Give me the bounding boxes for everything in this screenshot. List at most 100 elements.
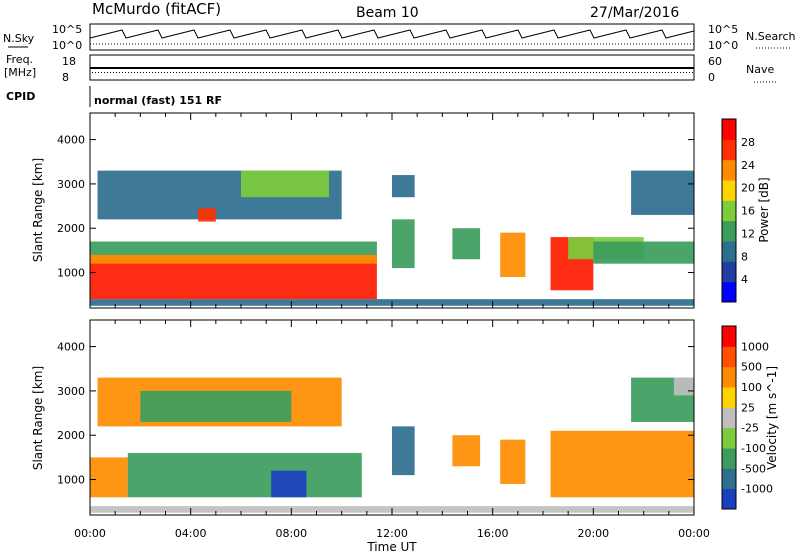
colorbar-tick-label: 12 — [741, 227, 755, 240]
nave-dot — [428, 72, 429, 73]
nave-dot — [656, 72, 657, 73]
nave-dot — [251, 72, 252, 73]
nave-dot — [365, 72, 366, 73]
nave-dot — [494, 72, 495, 73]
echo-region — [593, 241, 694, 264]
nave-dot — [347, 72, 348, 73]
colorbar-tick-label: 20 — [741, 182, 755, 195]
nave-dot — [170, 72, 171, 73]
nave-dot — [629, 72, 630, 73]
nave-dot — [293, 72, 294, 73]
nave-dot — [572, 72, 573, 73]
nave-label: Nave — [746, 63, 774, 76]
nave-dot — [275, 72, 276, 73]
power-y-ticks: 4000 3000 2000 1000 — [57, 134, 694, 280]
power-colorbar: 28 24 20 16 12 8 4 — [721, 118, 755, 303]
nave-dot — [569, 72, 570, 73]
nave-dot — [587, 72, 588, 73]
nave-dot — [506, 72, 507, 73]
cpid-value: normal (fast) 151 RF — [94, 94, 222, 107]
nave-dot — [257, 72, 258, 73]
nave-dot — [668, 72, 669, 73]
nave-dot — [653, 72, 654, 73]
nave-dot — [608, 72, 609, 73]
nave-dot — [620, 72, 621, 73]
freq-trace — [90, 67, 694, 73]
nave-dot — [239, 72, 240, 73]
echo-region — [452, 435, 481, 467]
nave-dot — [392, 72, 393, 73]
nsearch-tick-high: 10^5 — [708, 23, 738, 36]
colorbar-swatch — [722, 139, 736, 161]
colorbar-swatch — [722, 261, 736, 283]
nave-dot — [680, 72, 681, 73]
time-tick-label: 16:00 — [477, 527, 509, 540]
colorbar-swatch — [722, 366, 736, 388]
nave-dot — [371, 72, 372, 73]
colorbar-tick-label: 25 — [741, 401, 755, 414]
nave-dot — [281, 72, 282, 73]
nave-dot — [146, 72, 147, 73]
nave-dot — [227, 72, 228, 73]
nave-dot — [161, 72, 162, 73]
colorbar-swatch — [722, 200, 736, 222]
echo-region — [392, 426, 415, 476]
nave-dot — [218, 72, 219, 73]
nave-dot — [533, 72, 534, 73]
nave-dot — [356, 72, 357, 73]
nave-dot — [224, 72, 225, 73]
nave-dot — [230, 72, 231, 73]
nave-dot — [536, 72, 537, 73]
velocity-x-ticks — [89, 320, 695, 515]
echo-region — [90, 457, 128, 498]
nave-dot — [563, 72, 564, 73]
nave-dot — [449, 72, 450, 73]
time-axis-label: Time UT — [366, 540, 417, 554]
nave-dot — [269, 72, 270, 73]
nave-dot — [179, 72, 180, 73]
nave-dot — [488, 72, 489, 73]
nave-dot — [131, 72, 132, 73]
nave-dot — [290, 72, 291, 73]
echo-region — [241, 170, 330, 198]
nave-dot — [527, 72, 528, 73]
nave-dot — [419, 72, 420, 73]
nave-dot — [431, 72, 432, 73]
nave-dot — [206, 72, 207, 73]
nave-dot — [632, 72, 633, 73]
nave-dot — [398, 72, 399, 73]
nave-dot — [263, 72, 264, 73]
nave-dot — [626, 72, 627, 73]
nave-dot — [554, 72, 555, 73]
time-tick-labels: 00:00 04:00 08:00 12:00 16:00 20:00 00:00 — [74, 527, 710, 540]
nave-dot — [317, 72, 318, 73]
nave-dot — [605, 72, 606, 73]
nave-dot — [164, 72, 165, 73]
colorbar-swatch — [722, 387, 736, 408]
nave-dot — [194, 72, 195, 73]
colorbar-tick-label: 24 — [741, 159, 755, 172]
nave-dot — [485, 72, 486, 73]
nave-dot — [143, 72, 144, 73]
nave-dot — [452, 72, 453, 73]
nave-dot — [125, 72, 126, 73]
nave-dot — [197, 72, 198, 73]
nave-dot — [623, 72, 624, 73]
nave-dot — [323, 72, 324, 73]
time-tick-label: 00:00 — [678, 527, 710, 540]
power-ylabel: Slant Range [km] — [31, 158, 45, 262]
nave-dot — [287, 72, 288, 73]
nave-dot — [671, 72, 672, 73]
colorbar-swatch — [722, 468, 736, 490]
nave-dot — [401, 72, 402, 73]
velocity-colorbar: 1000 500 100 25 -25 -100 -500 -1000 — [721, 325, 773, 510]
colorbar-swatch — [722, 220, 736, 242]
nave-dot — [467, 72, 468, 73]
nave-dot — [662, 72, 663, 73]
nave-dot — [329, 72, 330, 73]
nave-dot — [209, 72, 210, 73]
nave-dot — [440, 72, 441, 73]
colorbar-tick-label: 16 — [741, 205, 755, 218]
nave-dot — [254, 72, 255, 73]
nave-dot — [425, 72, 426, 73]
